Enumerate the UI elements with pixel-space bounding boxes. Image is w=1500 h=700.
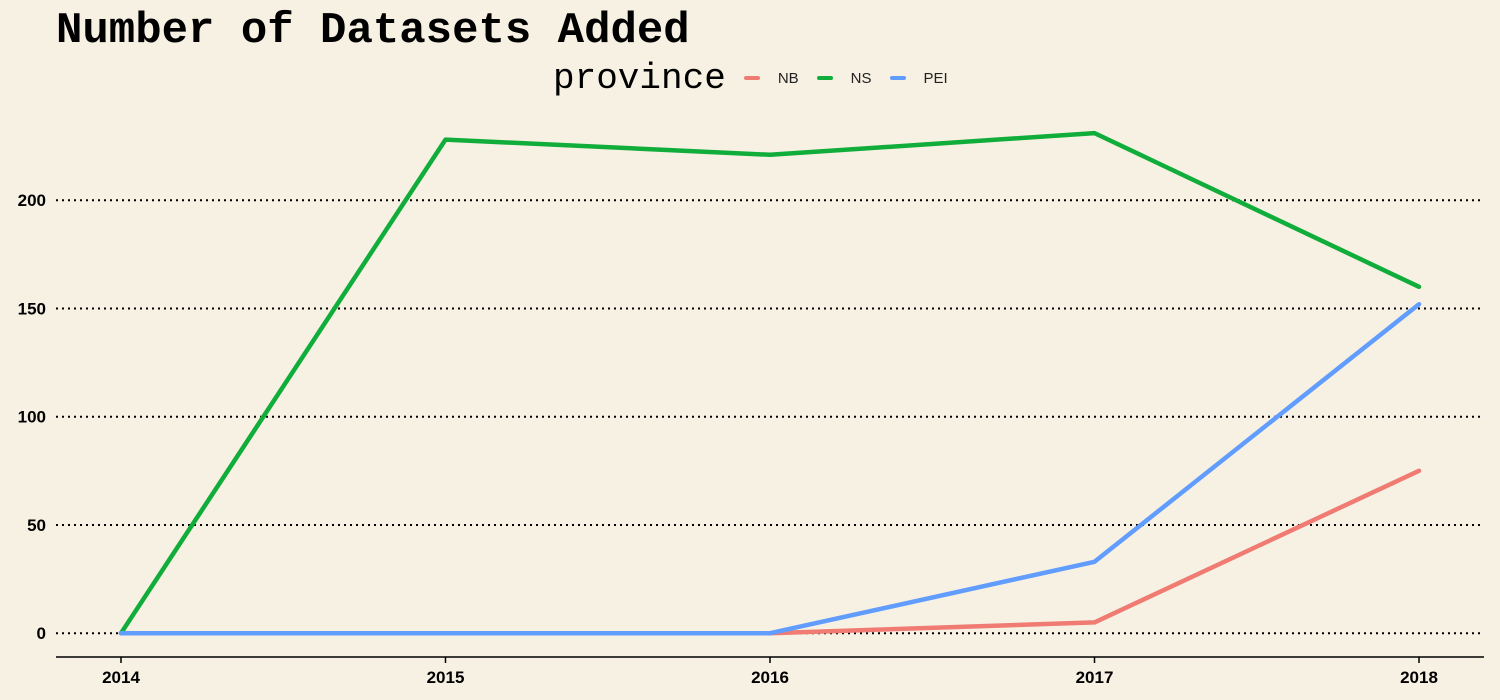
legend-label-ns: NS [850, 69, 872, 87]
x-tick-label-2014: 2014 [102, 668, 140, 687]
legend-item-ns: NS [816, 69, 872, 87]
x-tick-label-2015: 2015 [427, 668, 465, 687]
legend-key-pei [889, 76, 906, 80]
legend: province NB NS PEI [553, 56, 966, 100]
legend-label-pei: PEI [923, 69, 948, 87]
legend-key-nb [743, 76, 760, 80]
legend-title: province [553, 57, 726, 99]
y-tick-label-50: 50 [27, 516, 46, 535]
y-tick-label-150: 150 [18, 299, 46, 318]
y-tick-label-0: 0 [37, 624, 46, 643]
legend-item-nb: NB [743, 69, 799, 87]
x-tick-label-2018: 2018 [1400, 668, 1438, 687]
legend-label-nb: NB [777, 69, 799, 87]
series-line-ns [118, 130, 1422, 636]
series-line-pei [118, 301, 1422, 636]
legend-key-ns [816, 76, 833, 80]
y-tick-label-100: 100 [18, 408, 46, 427]
x-tick-label-2016: 2016 [751, 668, 789, 687]
series-line-nb [118, 468, 1422, 636]
chart-title: Number of Datasets Added [56, 6, 690, 56]
x-tick-label-2017: 2017 [1076, 668, 1114, 687]
y-tick-label-200: 200 [18, 191, 46, 210]
legend-item-pei: PEI [889, 69, 948, 87]
